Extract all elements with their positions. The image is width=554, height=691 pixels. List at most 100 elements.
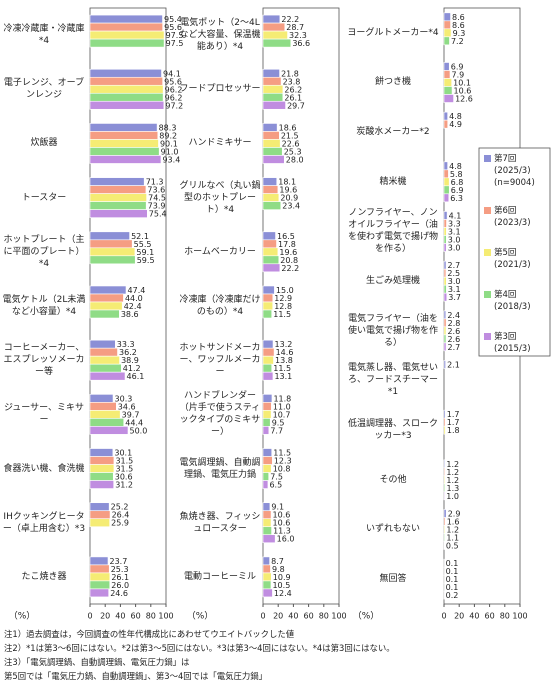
value-label: 1.0 — [446, 492, 459, 501]
value-label: 5.8 — [450, 170, 463, 179]
category-label: 無回答 — [379, 574, 407, 585]
bar — [89, 448, 114, 457]
legend-swatch — [484, 333, 491, 340]
category-label: 冷凍冷蔵庫・冷蔵庫*4 — [3, 24, 85, 47]
category-label: 電子レンジ、オーブンレンジ — [3, 78, 85, 101]
value-label: 73.9 — [148, 202, 166, 211]
bar — [262, 293, 274, 303]
value-label: 1.7 — [447, 410, 460, 419]
bar — [262, 410, 272, 419]
bar — [443, 533, 446, 542]
category-label: フードプロセッサー — [179, 84, 261, 95]
category-label: 冷凍庫（冷凍庫だけのもの）*4 — [179, 294, 261, 317]
bar — [262, 231, 276, 241]
category-label: 餅つき機 — [374, 77, 411, 88]
legend-period: (2025/3) — [494, 166, 531, 176]
value-label: 16.0 — [277, 535, 295, 544]
category-label: いずれもない — [365, 524, 420, 535]
value-label: 8.6 — [452, 21, 465, 30]
bar — [262, 556, 270, 566]
value-label: 19.6 — [279, 186, 297, 195]
value-label: 6.8 — [451, 178, 464, 187]
bar — [262, 418, 271, 427]
bar — [443, 342, 447, 352]
category-label: 低温調理器、スロークッカー*3 — [347, 419, 438, 442]
value-label: 4.8 — [449, 112, 462, 121]
category-label: ヨーグルトメーカー*4 — [347, 27, 439, 38]
bar — [262, 426, 270, 435]
bar — [443, 268, 447, 278]
legend-period: (2021/3) — [494, 260, 531, 270]
value-label: 33.3 — [117, 340, 135, 349]
bar — [89, 193, 147, 202]
value-label: 26.1 — [111, 573, 129, 582]
bar — [89, 363, 122, 373]
category-label: ジューサー、ミキサー — [3, 403, 85, 426]
category-label: ハンドブレンダー（片手で使うスティックタイプのミキサー） — [179, 391, 261, 438]
value-label: 38.6 — [121, 310, 139, 319]
bar — [89, 14, 163, 24]
value-label: 3.1 — [448, 228, 461, 237]
bar — [89, 464, 115, 473]
bar — [262, 239, 277, 249]
bar — [89, 185, 147, 194]
category-label: 食器洗い機、食洗機 — [3, 463, 85, 474]
bar — [262, 402, 272, 411]
bar — [89, 131, 159, 140]
bar — [89, 394, 114, 403]
bar — [262, 448, 273, 457]
value-label: 1.8 — [447, 426, 460, 435]
x-tick-label: 60 — [485, 612, 495, 621]
value-label: 1.2 — [446, 460, 459, 469]
bar — [262, 394, 273, 403]
bar — [262, 456, 273, 465]
value-label: 15.0 — [276, 286, 294, 295]
bar — [89, 38, 165, 48]
category-label: 電気ケトル（2L未満など小容量）*4 — [2, 294, 86, 317]
bar — [262, 30, 288, 40]
value-label: 30.3 — [115, 394, 133, 403]
value-label: 1.6 — [447, 518, 460, 527]
bar — [443, 28, 452, 38]
value-label: 11.5 — [273, 364, 291, 373]
value-label: 7.5 — [270, 473, 283, 482]
note: 注2）*1は第3～6回にはない。*2は第3～5回にはない。*3は第3～4回にはな… — [4, 643, 395, 653]
value-label: 41.2 — [123, 364, 141, 373]
value-label: 39.7 — [122, 410, 140, 419]
value-label: 24.6 — [110, 589, 128, 598]
bar — [443, 177, 450, 187]
category-label: ホットプレート（主に平面のプレート）*4 — [3, 234, 85, 269]
value-label: 18.6 — [279, 123, 297, 132]
category-label: 電気フライヤー（油を使い電気で揚げ物を作る） — [347, 313, 438, 348]
bar — [443, 276, 447, 286]
bar — [262, 147, 283, 156]
value-label: 96.2 — [165, 85, 183, 94]
value-label: 59.5 — [137, 256, 155, 265]
value-label: 3.0 — [448, 236, 461, 245]
bar — [262, 155, 285, 164]
bar — [443, 525, 446, 534]
value-label: 2.6 — [447, 335, 460, 344]
value-label: 1.2 — [446, 468, 459, 477]
bar — [262, 255, 280, 265]
legend-period: (2023/3) — [494, 218, 531, 228]
x-tick-label: 40 — [115, 612, 125, 621]
value-label: 23.7 — [110, 557, 128, 566]
bar — [89, 293, 124, 303]
bar — [89, 472, 114, 481]
legend-swatch — [484, 249, 491, 256]
value-label: 11.5 — [273, 310, 291, 319]
bar — [262, 185, 279, 194]
bar — [89, 418, 125, 427]
bar — [89, 309, 120, 319]
value-label: 10.7 — [273, 410, 291, 419]
category-label: 精米機 — [379, 176, 407, 187]
bar — [262, 263, 281, 273]
bar — [443, 161, 448, 171]
bar — [89, 92, 164, 102]
x-tick-label: 100 — [512, 612, 527, 621]
bar — [262, 564, 271, 574]
x-tick-label: 20 — [273, 612, 283, 621]
bar — [443, 459, 446, 469]
